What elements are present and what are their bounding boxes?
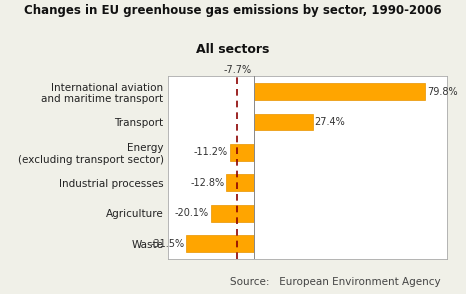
Text: -11.2%: -11.2% [194, 147, 228, 157]
Text: -12.8%: -12.8% [191, 178, 225, 188]
Text: -20.1%: -20.1% [175, 208, 209, 218]
Bar [186, 235, 254, 252]
Bar [211, 205, 254, 221]
Text: Changes in EU greenhouse gas emissions by sector, 1990-2006: Changes in EU greenhouse gas emissions b… [24, 4, 442, 17]
Bar [226, 174, 254, 191]
Text: -31.5%: -31.5% [150, 238, 185, 248]
Text: 79.8%: 79.8% [427, 87, 458, 97]
Bar [254, 83, 425, 100]
Text: Source:   European Environment Agency: Source: European Environment Agency [230, 277, 441, 287]
Bar [230, 144, 254, 161]
Text: 27.4%: 27.4% [315, 117, 345, 127]
Bar [254, 114, 313, 130]
Text: -7.7%: -7.7% [223, 65, 251, 75]
Text: All sectors: All sectors [196, 43, 270, 56]
